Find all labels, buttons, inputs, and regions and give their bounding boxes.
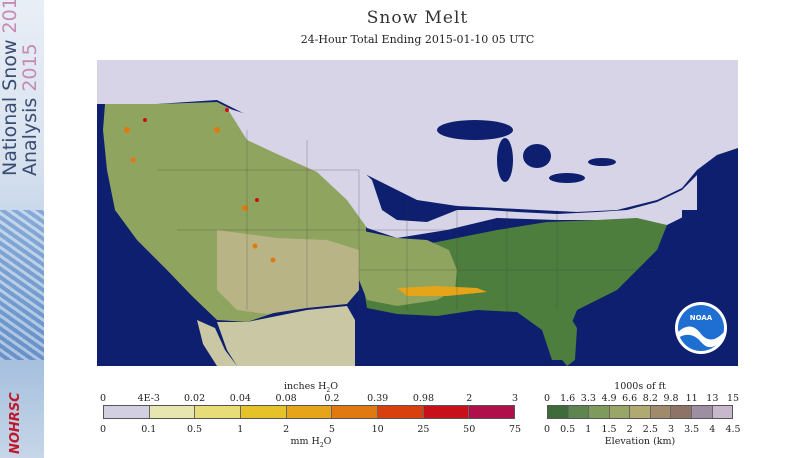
legend-top-tick: 0 [99, 393, 107, 404]
gulf-of-mexico [367, 316, 552, 366]
lake-superior [437, 120, 513, 140]
mexico-region [217, 306, 355, 366]
side-banner: National Snow 2014- Analysis 2015 NOHRSC [0, 0, 44, 458]
elevation-color-bar [547, 405, 733, 419]
snowmelt-color-bar [103, 405, 515, 419]
legend-swatch [195, 406, 242, 418]
legend-bottom-tick: 10 [371, 424, 384, 435]
snow-melt-map: NOAA [97, 60, 738, 366]
legend-top-tick: 0.98 [412, 393, 435, 404]
snowmelt-legend: inches H2O 0 4E-3 0.02 0.04 0.08 0.2 0.39 0.98 2… [96, 378, 526, 450]
legend-swatch [589, 406, 610, 418]
legend-swatch [650, 406, 672, 418]
legend-bottom-tick: 0 [99, 424, 107, 435]
legend-bottom-tick: 5 [328, 424, 335, 435]
legend-bottom-tick: 1 [585, 424, 592, 435]
legend-swatch [104, 406, 150, 418]
legend-bottom-tick: 50 [463, 424, 476, 435]
snow-plains [227, 108, 697, 238]
florida [552, 312, 577, 366]
melt-hotspots-red [143, 108, 259, 202]
legend-bottom-tick: 0.1 [141, 424, 157, 435]
elevation-bottom-caption: Elevation (km) [604, 436, 676, 447]
legend-swatch [609, 406, 631, 418]
snowmelt-top-caption: inches H2O [283, 381, 339, 394]
legend-top-tick: 3 [511, 393, 519, 404]
legend-bottom-tick: 0.5 [560, 424, 576, 435]
lake-huron [523, 144, 551, 168]
legend-swatch [691, 406, 713, 418]
legend-bottom-tick: 2.5 [642, 424, 658, 435]
legend-bottom-tick: 3.5 [684, 424, 700, 435]
legend-top-tick: 4.9 [601, 393, 617, 404]
legend-bottom-tick: 75 [508, 424, 522, 435]
legend-swatch [671, 406, 692, 418]
legend-swatch [149, 406, 196, 418]
lake-ontario [588, 158, 616, 166]
baja-region [197, 320, 237, 366]
lake-erie [549, 173, 585, 183]
legend-top-tick: 3.3 [580, 393, 596, 404]
legend-swatch [548, 406, 569, 418]
legend-top-tick: 0.39 [367, 393, 389, 404]
map-subtitle: 24-Hour Total Ending 2015-01-10 05 UTC [300, 33, 535, 46]
legend-top-tick: 0.04 [229, 393, 251, 404]
legend-swatch [332, 406, 379, 418]
melt-hotspots [124, 127, 276, 263]
legend-top-tick: 15 [726, 393, 740, 404]
southwest-arid [217, 230, 359, 314]
legend-bottom-tick: 2 [626, 424, 633, 435]
banner-title-line1: National Snow [0, 39, 21, 176]
texas-snow-strip [397, 286, 487, 296]
banner-year2: 2015 [19, 43, 41, 92]
legend-top-tick: 2 [466, 393, 473, 404]
legend-bottom-tick: 1.5 [601, 424, 617, 435]
legend-top-tick: 6.6 [622, 393, 638, 404]
legend-swatch [469, 406, 515, 418]
legend-top-tick: 0.2 [324, 393, 340, 404]
elevation-top-caption: 1000s of ft [614, 381, 666, 392]
banner-year1: 2014- [0, 0, 21, 34]
legend-bottom-tick: 0.5 [186, 424, 203, 435]
ice-graphic [0, 210, 44, 360]
legend-top-tick: 0.02 [183, 393, 206, 404]
legend-top-tick: 1.6 [560, 393, 576, 404]
noaa-logo-text: NOAA [690, 314, 713, 322]
legend-swatch [568, 406, 590, 418]
legend-swatch [712, 406, 733, 418]
map-title: Snow Melt [366, 8, 469, 28]
snowmelt-bottom-caption: mm H2O [290, 436, 332, 449]
legend-top-tick: 0 [543, 393, 551, 404]
legend-top-tick: 13 [706, 393, 719, 404]
legend-top-tick: 9.8 [663, 393, 679, 404]
nohrsc-logo-text: NOHRSC [8, 392, 23, 454]
legend-swatch [378, 406, 424, 418]
legend-swatch [630, 406, 651, 418]
lake-michigan [497, 138, 513, 182]
legend-bottom-tick: 25 [417, 424, 430, 435]
legend-swatch [423, 406, 470, 418]
legend-top-tick: 8.2 [642, 393, 658, 404]
banner-title: National Snow 2014- Analysis 2015 [0, 0, 44, 180]
banner-title-line2: Analysis [19, 97, 41, 176]
legend-top-tick: 11 [685, 393, 698, 404]
noaa-logo: NOAA [675, 302, 727, 354]
legend-swatch [286, 406, 333, 418]
state-borders [157, 130, 657, 315]
legend-bottom-tick: 2 [283, 424, 290, 435]
legend-bottom-tick: 0 [543, 424, 551, 435]
legend-bottom-tick: 4 [709, 424, 716, 435]
legend-swatch [241, 406, 287, 418]
legend-top-tick: 4E-3 [137, 393, 160, 404]
nohrsc-logo: NOHRSC [2, 380, 42, 454]
legend-bottom-tick: 1 [237, 424, 244, 435]
legend-top-tick: 0.08 [275, 393, 297, 404]
legend-bottom-tick: 3 [667, 424, 675, 435]
legend-bottom-tick: 4.5 [725, 424, 741, 435]
